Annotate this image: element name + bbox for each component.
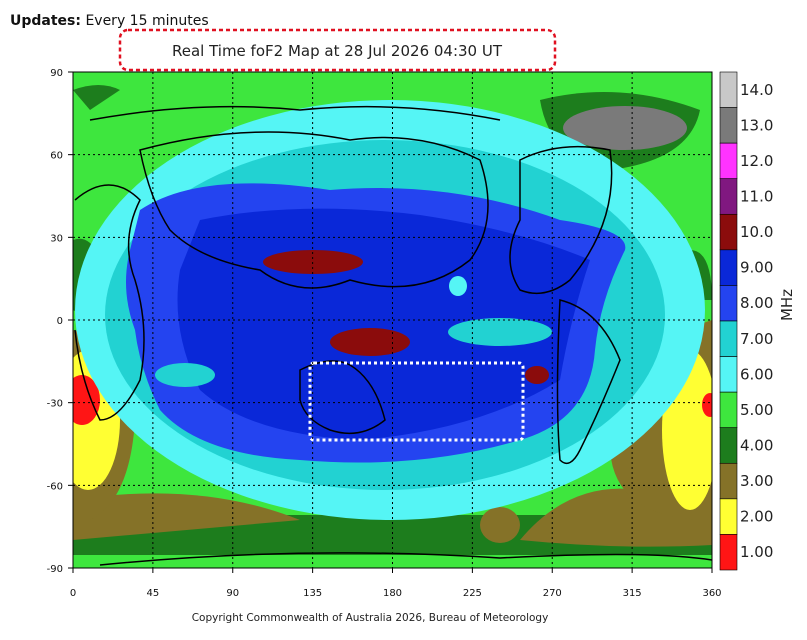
colorbar-swatch — [719, 534, 738, 571]
colorbar-label: 4.00 — [740, 437, 773, 455]
y-tick-label: 60 — [50, 151, 63, 162]
colorbar-label: 9.00 — [740, 259, 773, 277]
x-tick-label: 360 — [702, 588, 721, 599]
colorbar-label: 5.00 — [740, 401, 773, 419]
colorbar-swatch — [719, 391, 738, 429]
colorbar-label: 10.0 — [740, 223, 773, 241]
colorbar-swatch — [719, 427, 738, 464]
colorbar-swatch — [719, 107, 738, 144]
update-label: Updates: — [10, 13, 81, 29]
y-tick-label: -60 — [47, 481, 63, 492]
colorbar-unit: MHz — [778, 289, 796, 321]
region-highlight — [308, 361, 525, 442]
y-tick-label: 0 — [57, 316, 63, 327]
y-tick-label: -90 — [47, 564, 63, 575]
fof2-field — [73, 72, 712, 568]
y-tick-label: 90 — [50, 68, 63, 79]
x-tick-label: 315 — [623, 588, 642, 599]
x-tick-label: 0 — [70, 588, 76, 599]
x-tick-label: 135 — [303, 588, 322, 599]
y-tick-label: 30 — [50, 233, 63, 244]
colorbar-swatch — [719, 285, 738, 322]
x-tick-label: 45 — [147, 588, 160, 599]
colorbar-swatch — [719, 498, 738, 535]
map-title: Real Time foF2 Map at 28 Jul 2026 04:30 … — [172, 42, 503, 60]
update-value: Every 15 minutes — [85, 13, 209, 29]
colorbar-label: 11.0 — [740, 188, 773, 206]
colorbar-swatch — [719, 178, 738, 215]
colorbar-swatch — [719, 320, 738, 357]
colorbar-label: 2.00 — [740, 508, 773, 526]
x-tick-label: 270 — [543, 588, 562, 599]
colorbar-label: 12.0 — [740, 152, 773, 170]
copyright: Copyright Commonwealth of Australia 2026… — [192, 612, 549, 624]
title-highlight — [118, 28, 557, 72]
x-tick-label: 180 — [383, 588, 402, 599]
colorbar-swatch — [719, 142, 738, 180]
colorbar-label: 1.00 — [740, 543, 773, 561]
y-tick-label: -30 — [47, 399, 63, 410]
colorbar-label: 3.00 — [740, 472, 773, 490]
colorbar-swatch — [719, 356, 738, 393]
colorbar-label: 6.00 — [740, 365, 773, 383]
colorbar-swatch — [719, 213, 738, 251]
colorbar-swatch — [719, 249, 738, 286]
update-info: Updates: Every 15 minutes — [10, 13, 209, 29]
colorbar-label: 14.0 — [740, 81, 773, 99]
colorbar-swatch — [719, 71, 738, 108]
colorbar-swatch — [719, 462, 738, 500]
colorbar-label: 8.00 — [740, 294, 773, 312]
x-tick-label: 90 — [226, 588, 239, 599]
x-tick-label: 225 — [463, 588, 482, 599]
colorbar-label: 13.0 — [740, 116, 773, 134]
colorbar-label: 7.00 — [740, 330, 773, 348]
